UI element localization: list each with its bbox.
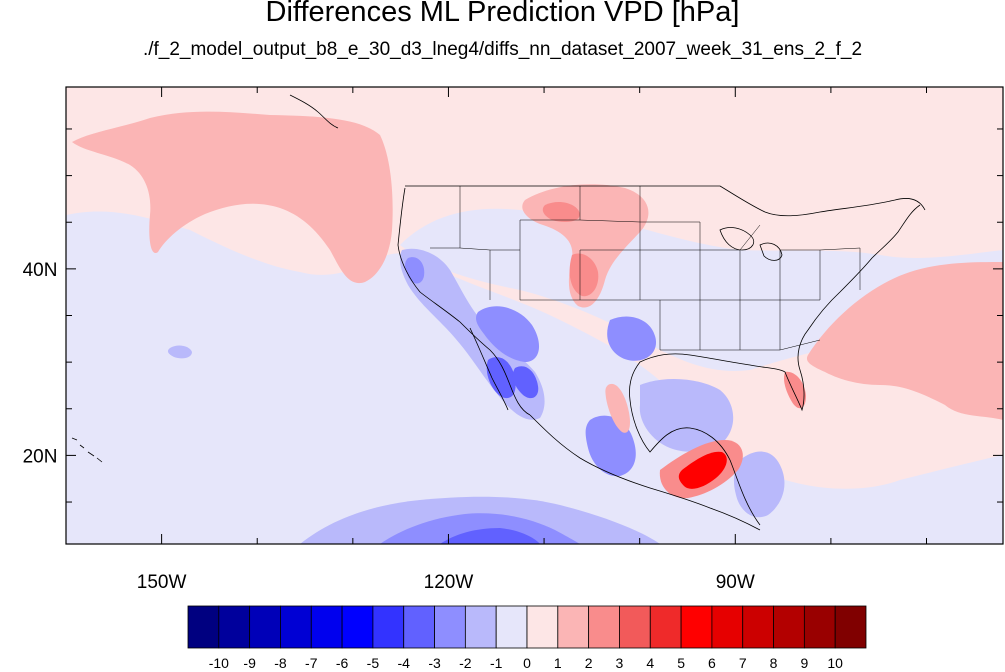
colorbar-swatch	[619, 605, 651, 649]
colorbar-swatch	[464, 605, 497, 649]
colorbar-swatch	[372, 605, 405, 649]
colorbar-swatch	[249, 605, 281, 649]
colorbar-label: 10	[827, 655, 843, 671]
dakota-warm-core	[542, 201, 580, 222]
great-lakes	[719, 227, 783, 261]
sonora-cold-core	[512, 366, 539, 399]
colorbar-label: -7	[305, 655, 318, 671]
colorbar-label: -5	[367, 655, 380, 671]
colorbar-swatch	[495, 605, 528, 649]
colorbar-swatch	[403, 605, 435, 649]
colorbar-label: 7	[739, 655, 747, 671]
colorbar-label: -6	[336, 655, 349, 671]
x-tick-label: 90W	[716, 572, 755, 593]
alaska-coast	[289, 94, 339, 129]
colorbar-swatch	[526, 605, 559, 649]
colorbar: -10 -9 -8 -7 -6 -5 -4 -3 -2 -1 0 1 2 3 4 5 6 7 8 9 10	[187, 605, 867, 671]
map-subtitle: ./f_2_model_output_b8_e_30_d3_lneg4/diff…	[142, 39, 863, 60]
colorbar-swatch	[803, 605, 836, 649]
atlantic-warm-blob	[806, 262, 1003, 420]
map-title: Differences ML Prediction VPD [hPa]	[265, 0, 740, 28]
x-axis: 150W 120W 90W	[65, 87, 928, 593]
colorbar-label: 8	[770, 655, 778, 671]
colorbar-swatch	[218, 605, 251, 649]
colorbar-swatch	[588, 605, 620, 649]
hawaii	[71, 437, 103, 463]
colorbar-swatch	[680, 605, 713, 649]
colorbar-label: 1	[554, 655, 562, 671]
baja-cold-core	[486, 357, 516, 399]
sierra-madre-warm	[605, 383, 630, 433]
y-axis: 40N 20N	[23, 128, 1003, 503]
colorbar-label: 5	[677, 655, 685, 671]
colorbar-label: 0	[523, 655, 531, 671]
colorbar-label: -9	[243, 655, 256, 671]
south-pacific-cold-core	[380, 513, 580, 544]
state-boundaries	[430, 186, 861, 351]
gulf-cold	[639, 378, 734, 452]
us-canada-border	[405, 185, 926, 217]
colorbar-swatch	[649, 605, 682, 649]
colorbar-label: 2	[585, 655, 593, 671]
colorbar-label: -4	[398, 655, 411, 671]
x-tick-label: 120W	[424, 572, 474, 593]
colorbar-swatch	[557, 605, 590, 649]
colorbar-swatch	[434, 605, 466, 649]
colorbar-label: 4	[646, 655, 654, 671]
colorbar-label: 9	[800, 655, 808, 671]
coastlines	[71, 94, 926, 531]
pacific-cold-patch	[167, 345, 192, 359]
us-west-coast	[397, 187, 531, 416]
x-tick-label: 150W	[137, 572, 187, 593]
colorbar-label: 3	[616, 655, 624, 671]
colorbar-label: -10	[209, 655, 229, 671]
colorbar-swatch	[310, 605, 343, 649]
colorbar-swatch	[280, 605, 312, 649]
colorbar-swatch	[341, 605, 374, 649]
map-panel	[66, 87, 1003, 544]
colorbar-swatch	[711, 605, 744, 649]
colorbar-label: -1	[490, 655, 503, 671]
colorbar-label: 6	[708, 655, 716, 671]
colorbar-label: -3	[428, 655, 441, 671]
texas-cold	[607, 316, 657, 361]
caribbean-cold	[733, 451, 785, 518]
arizona-cold-core	[476, 306, 540, 362]
y-tick-label: 20N	[23, 446, 58, 467]
colorbar-label: -2	[459, 655, 472, 671]
gulf-coast	[629, 204, 921, 526]
plains-warm-core	[569, 253, 599, 297]
ne-pacific-warm-blob	[72, 111, 393, 284]
mexico-pacific-coast	[529, 414, 761, 531]
colorbar-swatch	[187, 605, 220, 649]
colorbar-swatch	[773, 605, 805, 649]
colorbar-label: -8	[274, 655, 287, 671]
colorbar-swatch	[834, 605, 867, 649]
yucatan-warm-core	[678, 451, 727, 489]
y-tick-label: 40N	[23, 260, 58, 281]
colorbar-swatch	[742, 605, 774, 649]
baja-california	[469, 327, 509, 411]
south-pacific-cold-deep	[440, 528, 540, 544]
florida-warm	[783, 371, 806, 409]
